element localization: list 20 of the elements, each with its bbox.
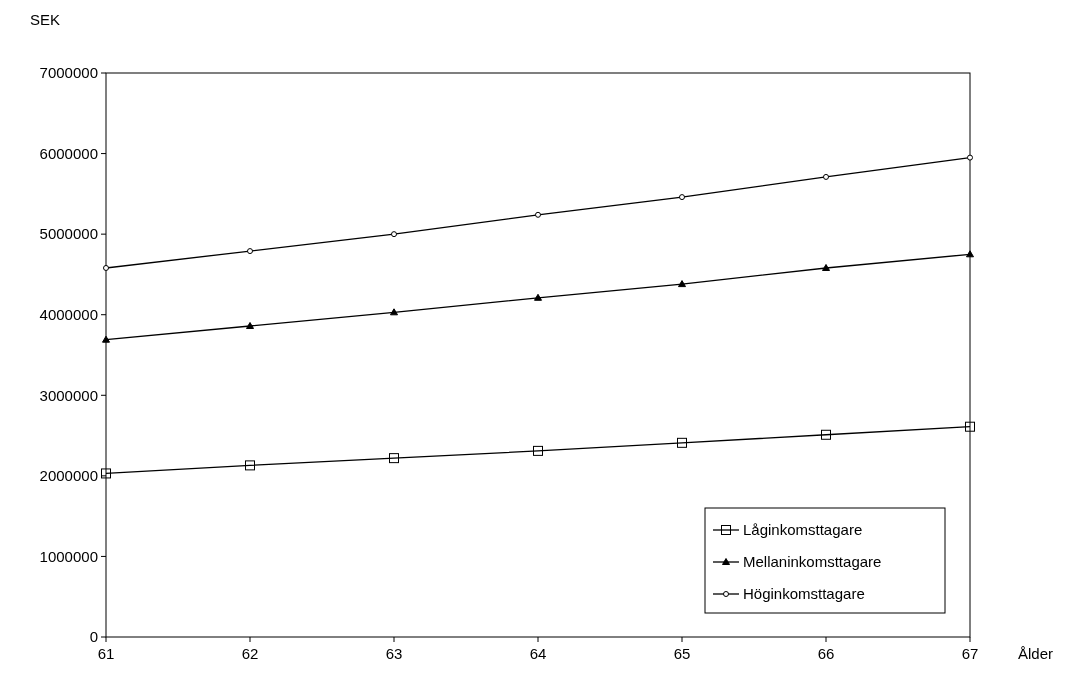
x-tick-label: 63 [385,645,403,662]
x-axis-title: Ålder [1018,645,1054,662]
y-tick-label: 4000000 [39,305,98,323]
x-tick-label: 66 [817,645,835,662]
y-tick-label: 2000000 [39,467,98,485]
x-tick-label: 64 [529,645,547,662]
x-tick-label: 62 [241,645,259,662]
y-tick-label: 3000000 [39,386,98,404]
y-tick-label: 0 [89,628,98,646]
y-tick-label: 7000000 [39,64,98,82]
legend-label: Mellaninkomsttagare [743,553,882,571]
legend-label: Höginkomsttagare [743,585,865,603]
x-tick-label: 61 [97,645,115,662]
x-tick-label: 67 [961,645,979,662]
y-tick-label: 6000000 [39,144,98,162]
y-tick-label: 1000000 [39,547,98,565]
y-axis-title: SEK [30,11,61,28]
x-tick-label: 65 [673,645,691,662]
y-tick-label: 5000000 [39,225,98,243]
legend-label: Låginkomsttagare [743,521,863,539]
